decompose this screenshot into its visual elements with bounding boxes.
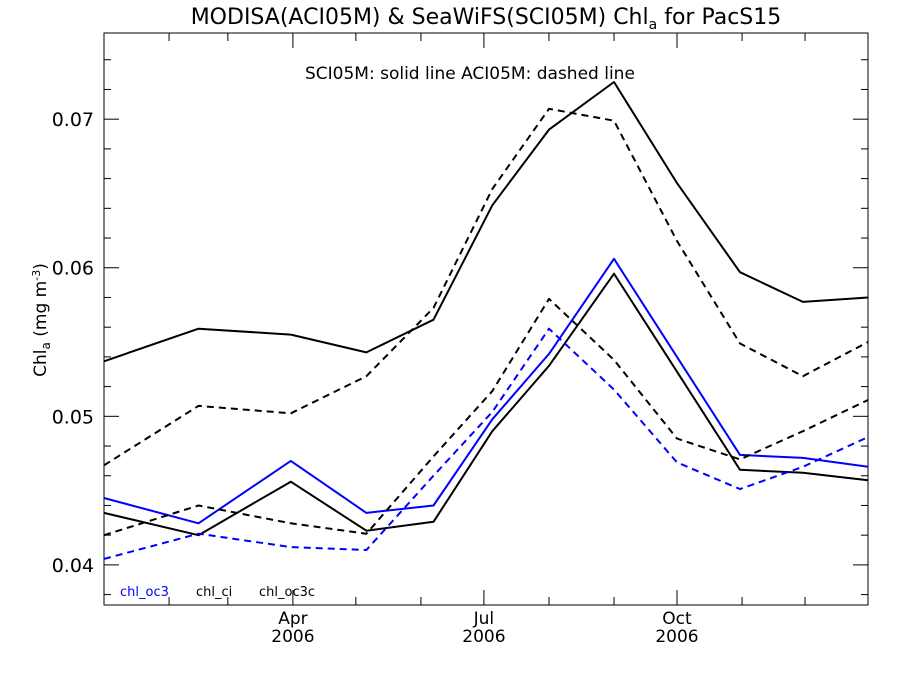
series-line-chl-oc3c-sci05m <box>103 81 869 363</box>
legend-chl-oc3c: chl_oc3c <box>259 585 315 600</box>
series-lines <box>103 81 869 560</box>
series-line-chl-ci-aci05m <box>103 297 869 537</box>
line-style-annotation: SCI05M: solid line ACI05M: dashed line <box>305 64 635 84</box>
series-line-chl-ci-sci05m <box>103 272 869 537</box>
legend: chl_oc3 chl_ci chl_oc3c <box>120 585 315 600</box>
chart-title: MODISA(ACI05M) & SeaWiFS(SCI05M) Chla fo… <box>191 5 782 33</box>
x-tick-month: Oct <box>662 609 692 629</box>
series-line-chl-oc3-aci05m <box>103 327 869 560</box>
series-line-chl-oc3c-aci05m <box>103 107 869 467</box>
y-tick-label: 0.06 <box>52 258 94 280</box>
x-tick-month: Jul <box>473 609 495 629</box>
y-tick-label: 0.05 <box>52 406 94 428</box>
x-tick-year: 2006 <box>462 627 505 647</box>
legend-chl-oc3: chl_oc3 <box>120 585 169 600</box>
y-tick-label: 0.04 <box>52 555 94 577</box>
plot-frame <box>103 32 869 606</box>
x-tick-year: 2006 <box>655 627 698 647</box>
y-tick-label: 0.07 <box>52 109 94 131</box>
y-axis-label: Chla (mg m-3) <box>30 263 53 377</box>
x-tick-year: 2006 <box>271 627 314 647</box>
series-line-chl-oc3-sci05m <box>103 257 869 525</box>
legend-chl-ci: chl_ci <box>196 585 232 600</box>
x-tick-month: Apr <box>278 609 307 629</box>
